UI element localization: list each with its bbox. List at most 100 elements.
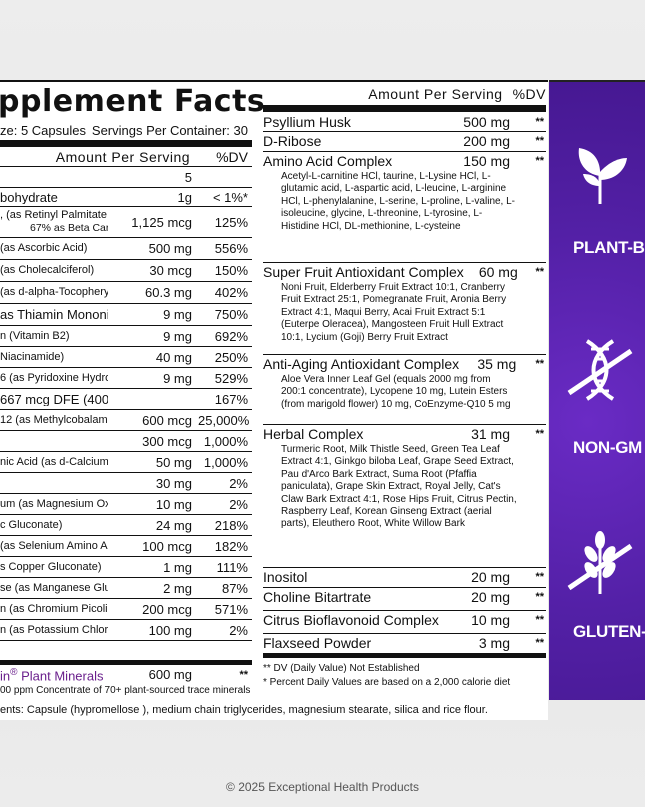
serving-info: ze: 5 Capsules Servings Per Container: 3… — [0, 123, 252, 138]
ingredient-name: Super Fruit Antioxidant Complex — [263, 264, 464, 280]
ingredient-header: Herbal Complex 31 mg ** — [263, 425, 546, 444]
nutrient-row: as Thiamin Mononitrate) 9 mg 750% — [0, 304, 252, 326]
nutrient-dv: < 1%* — [212, 189, 248, 205]
nutrient-dv: 25,000% — [198, 412, 250, 428]
ingredient-dv: ** — [535, 571, 544, 583]
nutrient-name-text: (as Cholecalciferol) — [0, 264, 95, 276]
ingredient-amount: 60 mg — [478, 264, 518, 280]
ingredient-header: Choline Bitartrate 20 mg ** — [263, 588, 546, 607]
ingredient-name: Herbal Complex — [263, 426, 364, 442]
nutrient-name: (as Selenium Amino Acid Chelate) — [0, 540, 108, 553]
nutrient-dv: 2% — [229, 475, 248, 491]
nutrient-dv: 250% — [214, 349, 248, 365]
ingredient-row: Citrus Bioflavonoid Complex 10 mg ** — [263, 611, 546, 634]
ingredient-name: Citrus Bioflavonoid Complex — [263, 612, 439, 628]
nutrient-row: se (as Manganese Gluconate) 2 mg 87% — [0, 578, 252, 599]
plant-minerals-note: 00 ppm Concentrate of 70+ plant-sourced … — [0, 685, 251, 696]
nutrient-row: n (as Potassium Chloride) 100 mg 2% — [0, 620, 252, 641]
ingredient-amount: 35 mg — [477, 356, 517, 372]
footnote-percent: * Percent Daily Values are based on a 2,… — [263, 677, 511, 688]
nutrient-name-text: um (as Magnesium Oxide) — [0, 497, 108, 510]
thick-divider — [263, 653, 546, 658]
nutrient-amount: 9 mg — [163, 328, 192, 344]
ingredient-header: Psyllium Husk 500 mg ** — [263, 113, 546, 132]
nutrient-name-text: nic Acid (as d-Calcium Pantothenate) — [0, 455, 108, 468]
nutrient-dv: 111% — [216, 559, 248, 575]
nutrient-name-text: n (as Potassium Chloride) — [0, 623, 108, 636]
nutrient-amount: 600 mcg — [142, 412, 192, 428]
ingredient-header: Super Fruit Antioxidant Complex 60 mg ** — [263, 263, 546, 282]
ingredient-row: Psyllium Husk 500 mg ** — [263, 113, 546, 132]
badge-label-gluten: GLUTEN-F — [573, 622, 645, 641]
ingredient-description: Acetyl-L-carnitine HCl, taurine, L-Lysin… — [281, 171, 516, 232]
nutrient-name: 667 mcg DFE (400 mcg Folic Acid) — [0, 393, 108, 406]
nutrient-amount: 1,125 mcg — [131, 214, 192, 230]
nutrient-name: 12 (as Methylcobalamin) — [0, 414, 108, 427]
nutrient-dv: 87% — [221, 580, 248, 596]
ingredient-dv: ** — [535, 116, 544, 128]
nutrient-dv: 125% — [214, 214, 248, 230]
nutrient-dv: 571% — [214, 601, 248, 617]
ingredient-row: Herbal Complex 31 mg ** Turmeric Root, Milk… — [263, 425, 546, 568]
nutrient-row: (as Selenium Amino Acid Chelate) 100 mcg 1… — [0, 536, 252, 557]
ingredient-row: Anti-Aging Antioxidant Complex 35 mg ** Alo… — [263, 355, 546, 425]
nutrient-amount: 24 mg — [155, 517, 192, 533]
ingredient-header: Anti-Aging Antioxidant Complex 35 mg ** — [263, 355, 546, 374]
nutrient-name: (as d-alpha-Tocopheryl Acetate) — [0, 286, 108, 299]
amount-per-serving-header: Amount Per Serving — [368, 86, 503, 102]
nutrient-name: nic Acid (as d-Calcium Pantothenate) — [0, 456, 108, 469]
ingredient-description: Aloe Vera Inner Leaf Gel (equals 2000 mg… — [281, 374, 511, 410]
badge-label-nongmo: NON-GM — [573, 438, 643, 457]
nutrient-row: (as d-alpha-Tocopheryl Acetate) 60.3 mg 40… — [0, 282, 252, 304]
nutrient-amount: 1 mg — [163, 559, 192, 575]
ingredient-dv: ** — [535, 637, 544, 649]
nutrient-subtext: 67% as Beta Carotene) — [30, 222, 108, 234]
nutrient-row: (as Cholecalciferol) 30 mcg 150% — [0, 260, 252, 282]
nutrient-name: se (as Manganese Gluconate) — [0, 582, 108, 595]
crossed-dna-icon — [567, 339, 633, 401]
nutrient-name: 6 (as Pyridoxine Hydrochloride) — [0, 372, 108, 385]
nutrient-dv: 1,000% — [203, 454, 248, 470]
plant-leaves-icon — [578, 148, 627, 204]
nutrient-name-text: (as Ascorbic Acid) — [0, 242, 88, 254]
ingredient-name: Psyllium Husk — [263, 114, 351, 130]
registered-mark: ® — [10, 667, 18, 679]
ingredient-amount: 500 mg — [463, 114, 510, 130]
nutrient-row: 6 (as Pyridoxine Hydrochloride) 9 mg 529% — [0, 368, 252, 389]
nutrient-amount: 10 mg — [155, 496, 192, 512]
footnote-dv: ** DV (Daily Value) Not Established — [263, 663, 420, 674]
nutrient-dv: 2% — [229, 622, 248, 638]
nutrient-row: 5 — [0, 168, 252, 188]
ingredient-dv: ** — [535, 266, 544, 278]
ingredient-amount: 200 mg — [463, 133, 510, 149]
plant-minerals-amount: 600 mg — [148, 667, 192, 682]
nutrient-name-text: c Gluconate) — [0, 518, 63, 531]
thick-divider — [263, 105, 546, 112]
nutrient-amount: 60.3 mg — [145, 285, 192, 300]
nutrient-amount: 200 mcg — [142, 601, 192, 617]
nutrient-row: s Copper Gluconate) 1 mg 111% — [0, 557, 252, 578]
ingredient-row: Amino Acid Complex 150 mg ** Acetyl-L-carni… — [263, 152, 546, 263]
nutrient-name: (as Ascorbic Acid) — [0, 242, 108, 255]
nutrient-dv: 556% — [214, 241, 248, 256]
ingredient-header: Amino Acid Complex 150 mg ** — [263, 152, 546, 171]
nutrient-name: n (as Chromium Picolinate) — [0, 603, 108, 616]
nutrient-row: c Gluconate) 24 mg 218% — [0, 515, 252, 536]
nutrient-row: 30 mg 2% — [0, 473, 252, 494]
ingredient-header: D-Ribose 200 mg ** — [263, 132, 546, 151]
nutrient-dv: 402% — [214, 285, 248, 300]
ingredient-dv: ** — [535, 135, 544, 147]
nutrient-row: n (as Chromium Picolinate) 200 mcg 571% — [0, 599, 252, 620]
nutrient-dv: 1,000% — [203, 433, 248, 449]
plant-minerals-row: in® Plant Minerals 600 mg ** — [0, 665, 252, 684]
ingredient-row: Choline Bitartrate 20 mg ** — [263, 588, 546, 611]
dv-header: %DV — [216, 148, 248, 165]
nutrient-amount: 500 mg — [148, 241, 192, 256]
nutrient-amount: 100 mcg — [142, 538, 192, 554]
ingredient-name: Flaxseed Powder — [263, 635, 372, 651]
thick-divider — [0, 660, 252, 665]
ingredient-amount: 3 mg — [478, 635, 510, 651]
ingredient-amount: 150 mg — [463, 153, 510, 169]
nutrient-name: (as Cholecalciferol) — [0, 264, 108, 277]
nutrient-name-text: (as Selenium Amino Acid Chelate) — [0, 539, 108, 552]
